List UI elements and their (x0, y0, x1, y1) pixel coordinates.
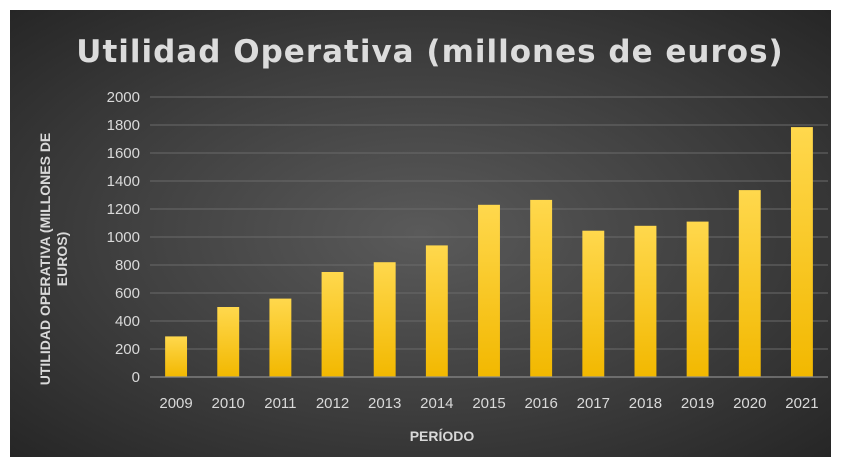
x-tick-label: 2014 (420, 395, 453, 412)
x-tick-label: 2013 (368, 395, 401, 412)
y-tick-label: 0 (132, 369, 140, 386)
x-tick-label: 2018 (629, 395, 662, 412)
y-tick-label: 800 (115, 257, 140, 274)
chart-title: Utilidad Operativa (millones de euros) (76, 34, 783, 70)
y-tick-label: 400 (115, 313, 140, 330)
y-tick-label: 2000 (107, 89, 140, 106)
bar-2010 (217, 307, 240, 377)
y-tick-label: 1000 (107, 229, 140, 246)
y-tick-label: 600 (115, 285, 140, 302)
bar-2019 (686, 221, 709, 377)
y-tick-label: 1200 (107, 201, 140, 218)
bar-2013 (373, 262, 396, 377)
bar-2015 (478, 204, 500, 377)
x-tick-label: 2012 (316, 395, 349, 412)
y-axis-title-line-2: EUROS) (54, 232, 70, 286)
x-tick-label: 2011 (264, 395, 296, 412)
bar-2012 (321, 272, 344, 377)
bar-2021 (790, 127, 813, 377)
x-tick-label: 2021 (785, 395, 818, 412)
x-tick-label: 2009 (159, 395, 192, 412)
y-axis-title-line-1: UTILIDAD OPERATIVA (MILLONES DE (37, 133, 53, 386)
bar-2011 (269, 298, 292, 377)
bar-2018 (634, 225, 657, 377)
bar-2009 (165, 336, 188, 377)
x-tick-label: 2016 (524, 395, 557, 412)
bars (165, 127, 813, 377)
x-axis-title: PERÍODO (410, 428, 475, 444)
x-tick-label: 2010 (212, 395, 245, 412)
bar-2016 (530, 199, 553, 377)
bar-2020 (738, 190, 761, 377)
y-tick-label: 1600 (107, 145, 140, 162)
bar-2017 (582, 230, 605, 377)
y-tick-label: 1800 (107, 117, 140, 134)
bar-chart: Utilidad Operativa (millones de euros) 0… (37, 34, 828, 444)
x-tick-label: 2019 (681, 395, 714, 412)
y-axis-ticks: 0 200 400 600 800 1000 1200 1400 1600 1800 2000 (107, 89, 140, 386)
chart-frame: Utilidad Operativa (millones de euros) 0… (10, 10, 831, 457)
x-tick-label: 2020 (733, 395, 766, 412)
y-tick-label: 1400 (107, 173, 140, 190)
bar-2014 (425, 245, 448, 377)
x-tick-label: 2015 (472, 395, 505, 412)
x-axis-ticks: 2009 2010 2011 2012 2013 2014 2015 2016 2017 2018… (159, 395, 818, 412)
y-tick-label: 200 (115, 341, 140, 358)
x-tick-label: 2017 (577, 395, 610, 412)
y-axis-title: UTILIDAD OPERATIVA (MILLONES DE EUROS) (37, 133, 70, 386)
